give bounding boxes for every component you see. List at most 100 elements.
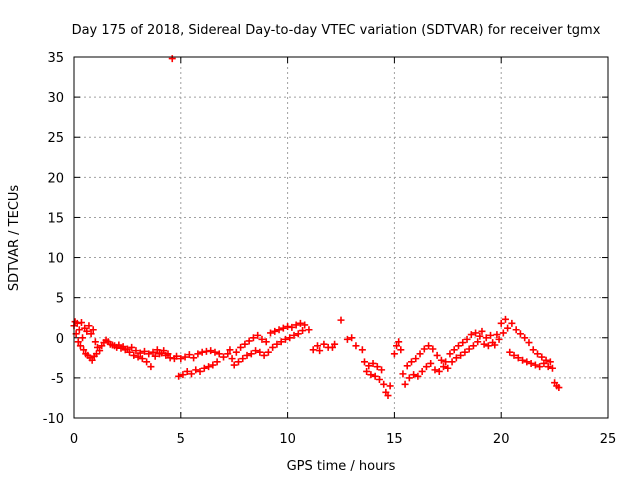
data-point: [405, 374, 413, 382]
data-point: [128, 343, 136, 351]
data-point: [273, 340, 281, 348]
data-point: [258, 335, 266, 343]
data-point: [369, 359, 377, 367]
data-point: [450, 346, 458, 354]
data-point: [429, 345, 437, 353]
data-point: [452, 354, 460, 362]
data-point: [527, 359, 535, 367]
chart-title: Day 175 of 2018, Sidereal Day-to-day VTE…: [72, 23, 601, 38]
data-point: [241, 340, 249, 348]
data-point: [393, 342, 401, 350]
data-point: [76, 342, 84, 350]
data-point: [237, 343, 245, 351]
data-point: [153, 346, 161, 354]
data-point: [284, 323, 292, 331]
data-point: [360, 358, 368, 366]
data-point: [267, 329, 275, 337]
y-tick-label: 0: [56, 332, 64, 347]
data-point: [147, 363, 155, 371]
data-point: [230, 361, 238, 369]
data-point: [435, 367, 443, 375]
data-point: [183, 367, 191, 375]
data-point: [544, 363, 552, 371]
data-point: [136, 349, 144, 357]
data-point: [130, 351, 138, 359]
data-point: [380, 380, 388, 388]
data-point: [459, 339, 467, 347]
data-point: [390, 350, 398, 358]
data-point: [493, 331, 501, 339]
data-point: [386, 382, 394, 390]
data-point: [256, 348, 264, 356]
data-point: [365, 362, 373, 370]
data-point: [177, 355, 185, 363]
data-point: [474, 338, 482, 346]
data-point: [352, 342, 360, 350]
data-point: [512, 326, 520, 334]
ticks: 0 5 10 15 20 25 -10 -5 0 5 10 15 20 25 30 35: [43, 51, 617, 447]
data-point: [401, 380, 409, 388]
data-point: [269, 343, 277, 351]
y-tick-label: 35: [47, 51, 64, 66]
x-tick-label: 10: [279, 432, 296, 447]
data-point: [331, 340, 339, 348]
y-tick-label: -10: [43, 412, 64, 427]
data-point: [510, 351, 518, 359]
data-point: [75, 326, 83, 334]
data-point: [418, 367, 426, 375]
data-point: [373, 363, 381, 371]
data-point: [476, 332, 484, 340]
data-point: [239, 355, 247, 363]
data-point: [495, 335, 503, 343]
data-point: [190, 354, 198, 362]
data-point: [224, 350, 232, 358]
data-point: [397, 346, 405, 354]
data-point: [378, 366, 386, 374]
data-point: [77, 319, 85, 327]
data-point: [440, 363, 448, 371]
data-point: [343, 335, 351, 343]
data-point: [200, 364, 208, 372]
data-point: [209, 361, 217, 369]
data-point: [461, 348, 469, 356]
data-point: [531, 361, 539, 369]
data-point: [198, 348, 206, 356]
data-point: [480, 340, 488, 348]
data-point: [546, 358, 554, 366]
data-point: [395, 338, 403, 346]
data-point: [232, 348, 240, 356]
data-point: [314, 342, 322, 350]
data-point: [83, 327, 91, 335]
y-tick-label: 20: [47, 171, 64, 186]
data-point: [85, 322, 93, 330]
data-point: [196, 367, 204, 375]
data-point: [425, 342, 433, 350]
data-point: [271, 327, 279, 335]
data-point: [220, 353, 228, 361]
data-points: [70, 55, 563, 400]
data-point: [151, 352, 159, 360]
data-point: [463, 335, 471, 343]
y-tick-label: 10: [47, 252, 64, 267]
data-point: [132, 347, 140, 355]
data-point: [525, 339, 533, 347]
y-axis-label: SDTVAR / TECUs: [7, 185, 22, 292]
data-point: [277, 338, 285, 346]
data-point: [403, 362, 411, 370]
data-point: [194, 350, 202, 358]
data-point: [211, 348, 219, 356]
data-point: [296, 319, 304, 327]
data-point: [192, 366, 200, 374]
data-point: [264, 348, 272, 356]
x-axis-label: GPS time / hours: [287, 459, 396, 474]
data-point: [548, 364, 556, 372]
data-point: [484, 342, 492, 350]
data-point: [187, 370, 195, 378]
data-point: [469, 342, 477, 350]
data-point: [247, 350, 255, 358]
data-point: [414, 372, 422, 380]
data-point: [207, 347, 215, 355]
data-point: [482, 334, 490, 342]
